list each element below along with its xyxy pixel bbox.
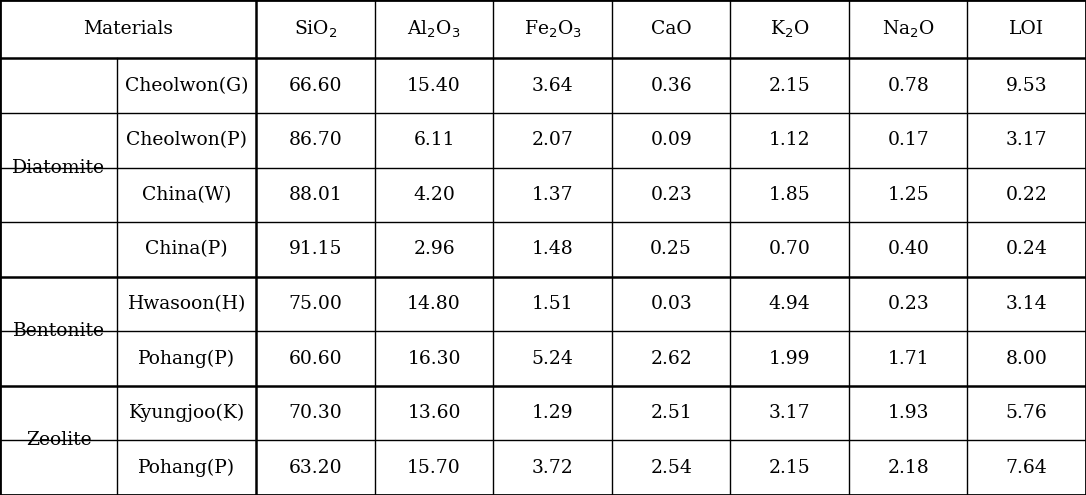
Text: 3.64: 3.64 (532, 77, 573, 95)
Text: Cheolwon(P): Cheolwon(P) (126, 131, 248, 149)
Text: 86.70: 86.70 (289, 131, 342, 149)
Text: Hwasoon(H): Hwasoon(H) (127, 295, 247, 313)
Text: Fe$_2$O$_3$: Fe$_2$O$_3$ (523, 18, 582, 40)
Text: SiO$_2$: SiO$_2$ (294, 18, 338, 40)
Text: 0.40: 0.40 (887, 241, 930, 258)
Text: 66.60: 66.60 (289, 77, 342, 95)
Text: 2.62: 2.62 (651, 349, 692, 368)
Text: 70.30: 70.30 (289, 404, 342, 422)
Text: 0.22: 0.22 (1006, 186, 1048, 204)
Text: China(W): China(W) (142, 186, 231, 204)
Text: 1.93: 1.93 (887, 404, 929, 422)
Text: China(P): China(P) (146, 241, 228, 258)
Text: 6.11: 6.11 (414, 131, 455, 149)
Text: 2.18: 2.18 (887, 459, 930, 477)
Text: 1.85: 1.85 (769, 186, 810, 204)
Text: 13.60: 13.60 (407, 404, 460, 422)
Text: 2.54: 2.54 (651, 459, 692, 477)
Text: 4.20: 4.20 (413, 186, 455, 204)
Text: 1.51: 1.51 (532, 295, 573, 313)
Text: CaO: CaO (651, 20, 692, 38)
Text: 15.40: 15.40 (407, 77, 460, 95)
Text: 1.71: 1.71 (887, 349, 929, 368)
Text: 91.15: 91.15 (289, 241, 342, 258)
Text: 88.01: 88.01 (289, 186, 342, 204)
Text: 1.37: 1.37 (532, 186, 573, 204)
Text: 60.60: 60.60 (289, 349, 342, 368)
Text: 0.23: 0.23 (887, 295, 930, 313)
Text: 4.94: 4.94 (769, 295, 810, 313)
Text: LOI: LOI (1009, 20, 1045, 38)
Text: 2.15: 2.15 (769, 77, 810, 95)
Text: 2.51: 2.51 (651, 404, 692, 422)
Text: Bentonite: Bentonite (13, 322, 104, 340)
Text: 9.53: 9.53 (1006, 77, 1048, 95)
Text: Materials: Materials (84, 20, 173, 38)
Text: 0.24: 0.24 (1006, 241, 1048, 258)
Text: Diatomite: Diatomite (12, 158, 105, 177)
Text: 1.99: 1.99 (769, 349, 810, 368)
Text: Kyungjoo(K): Kyungjoo(K) (128, 404, 245, 422)
Text: 0.25: 0.25 (651, 241, 692, 258)
Text: 3.17: 3.17 (769, 404, 810, 422)
Text: 0.17: 0.17 (887, 131, 930, 149)
Text: Cheolwon(G): Cheolwon(G) (125, 77, 249, 95)
Text: 8.00: 8.00 (1006, 349, 1048, 368)
Text: 63.20: 63.20 (289, 459, 342, 477)
Text: 0.03: 0.03 (651, 295, 692, 313)
Text: 3.14: 3.14 (1006, 295, 1048, 313)
Text: Pohang(P): Pohang(P) (138, 349, 236, 368)
Text: 0.78: 0.78 (887, 77, 930, 95)
Text: Na$_2$O: Na$_2$O (882, 18, 935, 40)
Text: Zeolite: Zeolite (26, 432, 91, 449)
Text: 14.80: 14.80 (407, 295, 460, 313)
Text: 16.30: 16.30 (407, 349, 460, 368)
Text: 2.96: 2.96 (414, 241, 455, 258)
Text: 3.17: 3.17 (1006, 131, 1048, 149)
Text: 2.15: 2.15 (769, 459, 810, 477)
Text: 75.00: 75.00 (289, 295, 342, 313)
Text: 3.72: 3.72 (532, 459, 573, 477)
Text: 1.29: 1.29 (532, 404, 573, 422)
Text: 1.12: 1.12 (769, 131, 810, 149)
Text: 7.64: 7.64 (1006, 459, 1048, 477)
Text: 0.70: 0.70 (769, 241, 810, 258)
Text: 5.76: 5.76 (1006, 404, 1048, 422)
Text: 0.23: 0.23 (651, 186, 692, 204)
Text: K$_2$O: K$_2$O (770, 18, 809, 40)
Text: 1.25: 1.25 (887, 186, 930, 204)
Text: 0.36: 0.36 (651, 77, 692, 95)
Text: Al$_2$O$_3$: Al$_2$O$_3$ (407, 18, 460, 40)
Text: 15.70: 15.70 (407, 459, 460, 477)
Text: 1.48: 1.48 (532, 241, 573, 258)
Text: Pohang(P): Pohang(P) (138, 458, 236, 477)
Text: 5.24: 5.24 (532, 349, 573, 368)
Text: 0.09: 0.09 (651, 131, 692, 149)
Text: 2.07: 2.07 (532, 131, 573, 149)
